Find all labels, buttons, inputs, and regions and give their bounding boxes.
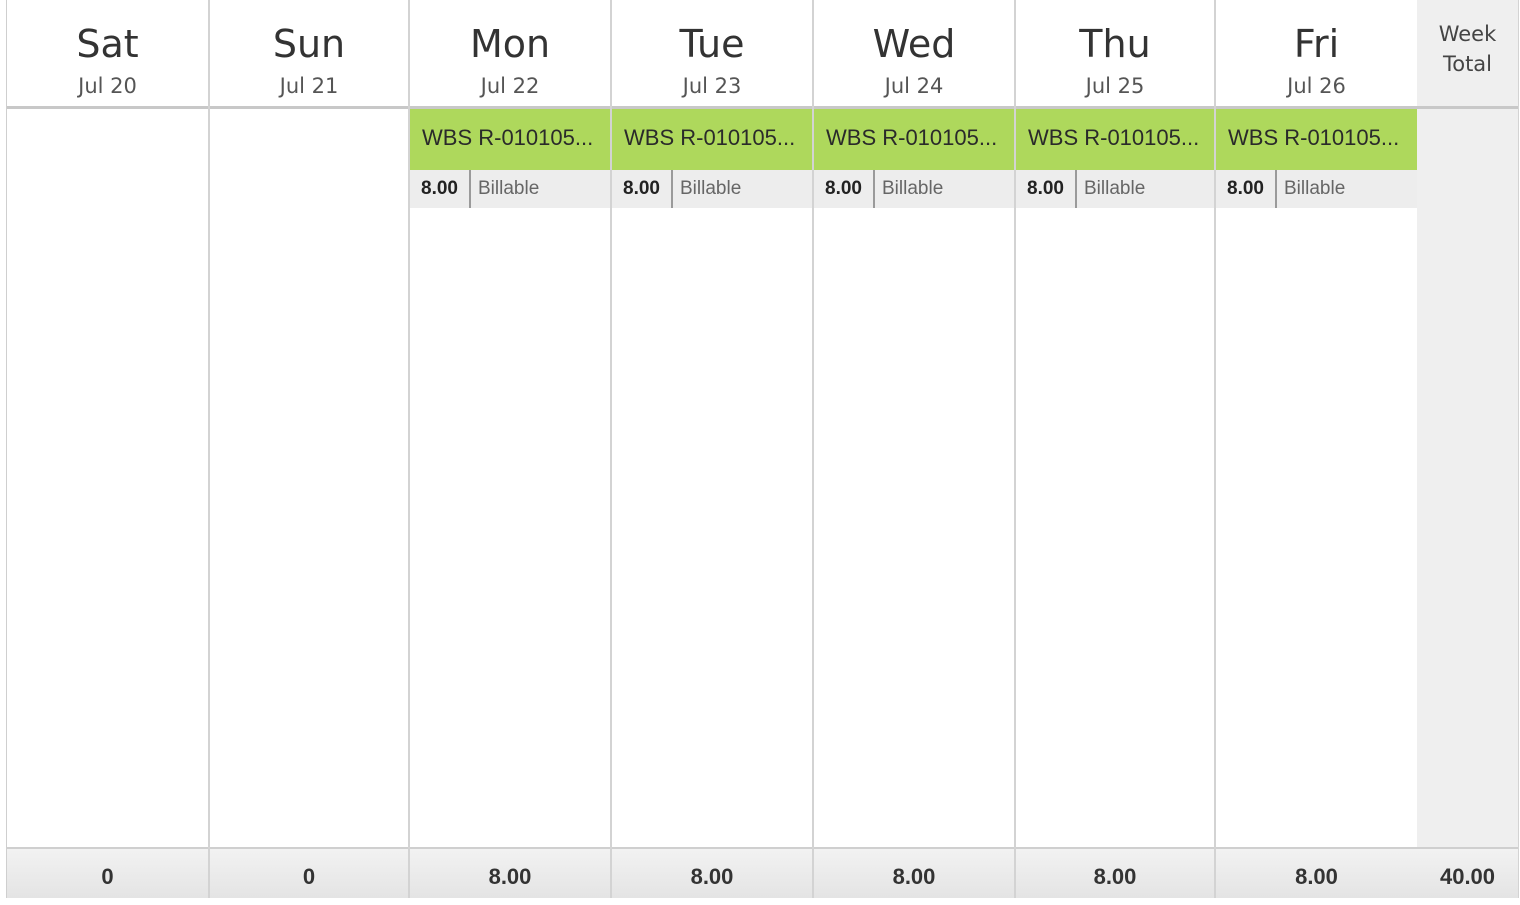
entry-billing-type: Billable [680,178,742,199]
entry-title: WBS R-010105... [612,109,812,170]
week-total-value: 40.00 [1417,847,1518,898]
day-total: 8.00 [814,847,1014,898]
entry-billing-type: Billable [478,178,540,199]
day-body[interactable]: WBS R-010105... 8.00 Billable [1016,109,1214,847]
entry-hours: 8.00 [1216,170,1277,208]
time-entry[interactable]: WBS R-010105... 8.00 Billable [1016,109,1214,208]
day-column-fri: Fri Jul 26 WBS R-010105... 8.00 Billable… [1216,0,1417,898]
time-entry[interactable]: WBS R-010105... 8.00 Billable [410,109,610,208]
day-total: 8.00 [410,847,610,898]
entry-title: WBS R-010105... [1216,109,1417,170]
week-header-sublabel: Total [1442,52,1493,76]
day-column-mon: Mon Jul 22 WBS R-010105... 8.00 Billable… [410,0,612,898]
entry-meta: 8.00 Billable [814,170,1014,208]
day-name: Wed [872,22,956,66]
day-name: Sat [76,22,139,66]
day-header: Tue Jul 23 [612,0,812,109]
entry-hours: 8.00 [410,170,471,208]
entry-hours: 8.00 [1016,170,1077,208]
week-header-label: Week [1438,22,1497,46]
entry-billing-type: Billable [1284,178,1346,199]
day-body[interactable]: WBS R-010105... 8.00 Billable [1216,109,1417,847]
day-date: Jul 26 [1287,74,1346,98]
day-total: 8.00 [1016,847,1214,898]
entry-hours: 8.00 [612,170,673,208]
day-body[interactable]: WBS R-010105... 8.00 Billable [814,109,1014,847]
day-header: Wed Jul 24 [814,0,1014,109]
day-header: Thu Jul 25 [1016,0,1214,109]
day-column-wed: Wed Jul 24 WBS R-010105... 8.00 Billable… [814,0,1016,898]
day-total: 8.00 [1216,847,1417,898]
day-date: Jul 22 [480,74,540,98]
day-body[interactable] [210,109,408,847]
day-date: Jul 24 [884,74,944,98]
time-entry[interactable]: WBS R-010105... 8.00 Billable [612,109,812,208]
day-body[interactable]: WBS R-010105... 8.00 Billable [410,109,610,847]
day-date: Jul 21 [279,74,339,98]
day-name: Thu [1079,22,1151,66]
week-total-header: Week Total [1417,0,1518,109]
entry-meta: 8.00 Billable [410,170,610,208]
day-date: Jul 20 [78,74,137,98]
time-entry[interactable]: WBS R-010105... 8.00 Billable [1216,109,1417,208]
day-date: Jul 23 [682,74,742,98]
day-body[interactable] [7,109,208,847]
day-header: Fri Jul 26 [1216,0,1417,109]
day-column-thu: Thu Jul 25 WBS R-010105... 8.00 Billable… [1016,0,1216,898]
day-column-sat: Sat Jul 20 0 [7,0,210,898]
day-header: Sat Jul 20 [7,0,208,109]
day-total: 8.00 [612,847,812,898]
day-column-tue: Tue Jul 23 WBS R-010105... 8.00 Billable… [612,0,814,898]
day-name: Mon [469,22,551,66]
day-column-sun: Sun Jul 21 0 [210,0,410,898]
day-header: Mon Jul 22 [410,0,610,109]
entry-meta: 8.00 Billable [612,170,812,208]
day-total: 0 [7,847,208,898]
week-total-column: Week Total 40.00 [1417,0,1519,898]
grid-left-border [6,0,7,898]
day-date: Jul 25 [1085,74,1145,98]
day-name: Fri [1293,22,1340,66]
day-body[interactable]: WBS R-010105... 8.00 Billable [612,109,812,847]
entry-hours: 8.00 [814,170,875,208]
time-entry[interactable]: WBS R-010105... 8.00 Billable [814,109,1014,208]
day-name: Sun [272,22,346,66]
day-header: Sun Jul 21 [210,0,408,109]
entry-meta: 8.00 Billable [1016,170,1214,208]
day-total: 0 [210,847,408,898]
entry-title: WBS R-010105... [410,109,610,170]
entry-billing-type: Billable [1084,178,1146,199]
entry-title: WBS R-010105... [1016,109,1214,170]
entry-billing-type: Billable [882,178,944,199]
entry-meta: 8.00 Billable [1216,170,1417,208]
day-name: Tue [679,22,745,66]
entry-title: WBS R-010105... [814,109,1014,170]
